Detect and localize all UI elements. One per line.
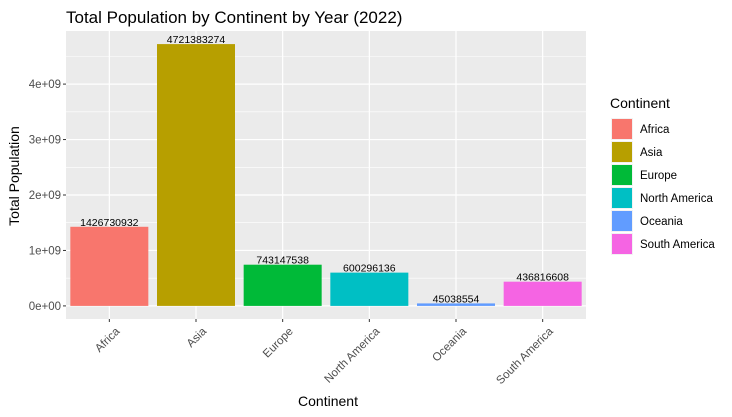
x-tick-label: Africa (93, 325, 123, 355)
data-label: 436816608 (516, 272, 569, 284)
bar-north-america (330, 272, 409, 306)
x-axis-title: Continent (298, 393, 358, 409)
legend-swatch (612, 142, 632, 162)
y-tick-label: 3e+09 (29, 135, 61, 147)
bar-europe (243, 264, 322, 306)
legend-swatch (612, 234, 632, 254)
data-label: 45038554 (433, 293, 480, 305)
data-label: 4721383274 (167, 34, 226, 46)
legend-swatch (612, 119, 632, 139)
x-axis: Africa Asia Europe North America Oceania Sout… (93, 319, 556, 387)
legend-swatch (612, 188, 632, 208)
legend-label: South America (640, 239, 715, 251)
legend-label: Asia (640, 147, 663, 159)
y-tick-label: 1e+09 (29, 245, 61, 257)
x-tick-label: North America (322, 325, 382, 385)
y-tick-label: 2e+09 (29, 190, 61, 202)
legend-title: Continent (610, 95, 670, 111)
bar-africa (70, 226, 149, 306)
legend-label: North America (640, 193, 713, 205)
plot-panel (66, 31, 586, 319)
y-tick-label: 4e+09 (29, 79, 61, 91)
legend-label: Europe (640, 170, 677, 182)
data-label: 1426730932 (80, 217, 139, 229)
legend: Continent Africa Asia Europe North America O… (610, 95, 715, 255)
x-tick-label: Europe (261, 326, 296, 361)
bar-oceania (417, 303, 495, 306)
legend-label: Oceania (640, 216, 683, 228)
bars (70, 44, 582, 306)
bar-asia (157, 44, 235, 306)
bar-south-america (503, 281, 582, 306)
data-label: 743147538 (256, 255, 309, 267)
legend-label: Africa (640, 124, 670, 136)
legend-swatch (612, 165, 632, 185)
x-tick-label: Asia (185, 325, 210, 350)
y-axis: 0e+00 1e+09 2e+09 3e+09 4e+09 (29, 79, 66, 313)
data-labels: 1426730932 4721383274 743147538 600296136 45… (80, 34, 569, 305)
x-tick-label: South America (494, 325, 556, 387)
y-tick-label: 0e+00 (29, 301, 61, 313)
legend-swatch (612, 211, 632, 231)
chart-title: Total Population by Continent by Year (2… (66, 8, 402, 27)
data-label: 600296136 (343, 263, 396, 275)
x-tick-label: Oceania (430, 325, 469, 364)
y-axis-title: Total Population (6, 126, 22, 226)
